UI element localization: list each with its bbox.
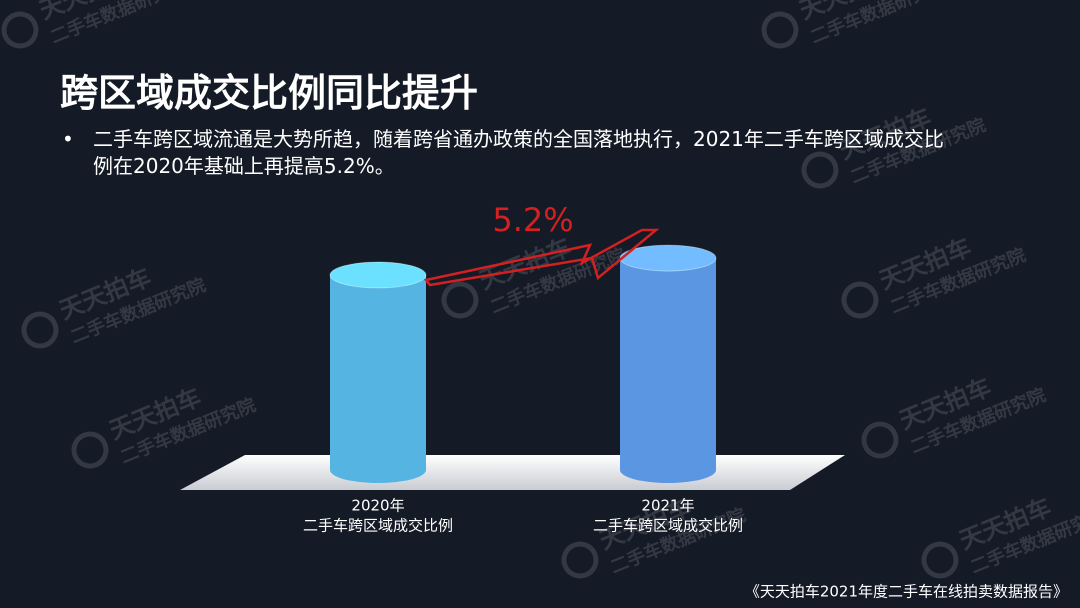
watermark-icon	[441, 281, 479, 319]
bar	[620, 258, 716, 483]
x-tick-caption: 二手车跨区域成交比例	[303, 517, 453, 535]
bar-top	[329, 261, 427, 289]
bars	[329, 244, 717, 483]
slide-title: 跨区域成交比例同比提升	[60, 71, 479, 115]
footer: 《天天拍车2021年度二手车在线拍卖数据报告》	[745, 583, 1068, 601]
watermark-icon	[861, 421, 899, 459]
bar	[330, 275, 426, 483]
growth-annotation: 5.2%	[492, 201, 573, 239]
watermark-icon	[21, 311, 59, 349]
x-tick-label: 2021年	[641, 497, 694, 515]
x-tick-caption: 二手车跨区域成交比例	[593, 517, 743, 535]
watermark-icon	[1, 11, 39, 49]
bullet-dot: •	[62, 127, 74, 151]
watermark-icon	[841, 281, 879, 319]
bar-top	[619, 244, 717, 272]
watermark-icon	[561, 541, 599, 579]
watermark-icon	[71, 431, 109, 469]
watermark-icon	[801, 151, 839, 189]
watermark-icon	[921, 541, 959, 579]
growth-arrow	[423, 228, 660, 287]
bullet-text: 二手车跨区域流通是大势所趋，随着跨省通办政策的全国落地执行，2021年二手车跨区…	[93, 127, 944, 178]
watermark-icon	[761, 11, 799, 49]
platform	[180, 455, 845, 490]
x-tick-label: 2020年	[351, 497, 404, 515]
